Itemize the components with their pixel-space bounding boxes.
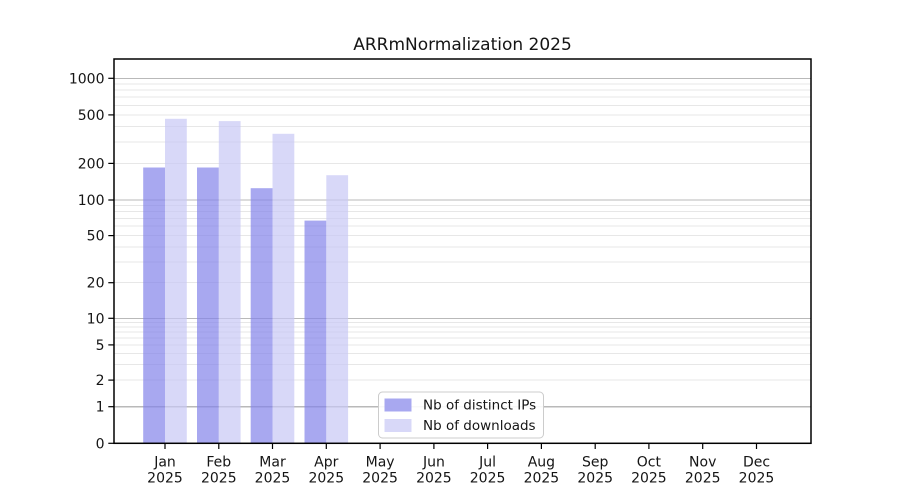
y-tick-label: 500 xyxy=(78,108,105,124)
x-tick-label-month: Dec xyxy=(743,455,770,471)
x-tick-label-month: Apr xyxy=(314,455,338,471)
bar-nb-of-distinct-ips-apr xyxy=(304,220,327,444)
x-tick-label-year: 2025 xyxy=(577,471,613,487)
y-tick-label: 5 xyxy=(96,338,105,354)
legend-label-0: Nb of distinct IPs xyxy=(423,398,536,414)
bar-nb-of-downloads-feb xyxy=(218,121,241,444)
x-tick-label-year: 2025 xyxy=(201,471,237,487)
x-tick-label-month: Aug xyxy=(528,455,555,471)
series-1 xyxy=(165,118,349,444)
plot-border xyxy=(113,58,812,445)
y-axis: 0 1 2 5 10 20 50 100 200 500 1000 xyxy=(69,71,114,452)
y-tick-label: 20 xyxy=(87,276,105,292)
x-tick-label-year: 2025 xyxy=(147,471,183,487)
y-tick-label: 1000 xyxy=(69,71,105,87)
legend-swatch-0 xyxy=(384,398,412,412)
y-tick-label: 200 xyxy=(78,156,105,172)
x-tick-label-year: 2025 xyxy=(685,471,721,487)
y-tick-label: 10 xyxy=(87,311,105,327)
y-tick-label: 100 xyxy=(78,193,105,209)
x-axis: Jan2025Feb2025Mar2025Apr2025May2025Jun20… xyxy=(147,443,775,487)
legend-swatch-1 xyxy=(384,419,412,432)
legend-label-1: Nb of downloads xyxy=(423,418,536,434)
y-tick-label: 0 xyxy=(96,436,105,452)
bar-nb-of-distinct-ips-jan xyxy=(143,167,165,444)
x-tick-label-month: Sep xyxy=(582,455,609,471)
legend-box xyxy=(378,391,544,439)
x-tick-label-year: 2025 xyxy=(739,471,775,487)
x-tick-label-month: Oct xyxy=(637,455,662,471)
x-tick-label-year: 2025 xyxy=(255,471,291,487)
y-tick-label: 2 xyxy=(96,373,105,389)
series-0 xyxy=(143,167,327,444)
x-tick-label-year: 2025 xyxy=(416,471,452,487)
x-tick-label-month: May xyxy=(366,455,395,471)
x-tick-label-month: Nov xyxy=(689,455,716,471)
x-tick-label-month: Jun xyxy=(422,455,445,471)
legend: Nb of distinct IPs Nb of downloads xyxy=(378,391,544,439)
x-tick-label-year: 2025 xyxy=(631,471,667,487)
bar-nb-of-downloads-mar xyxy=(272,133,295,444)
x-tick-label-month: Mar xyxy=(259,455,286,471)
x-tick-label-year: 2025 xyxy=(362,471,398,487)
y-tick-label: 50 xyxy=(87,229,105,245)
bar-nb-of-downloads-apr xyxy=(326,175,349,444)
x-tick-label-year: 2025 xyxy=(470,471,506,487)
bar-nb-of-downloads-jan xyxy=(165,118,187,444)
x-tick-label-year: 2025 xyxy=(524,471,560,487)
y-tick-label: 1 xyxy=(96,400,105,416)
bar-nb-of-distinct-ips-feb xyxy=(197,167,219,444)
x-tick-label-month: Feb xyxy=(206,455,231,471)
x-tick-label-month: Jul xyxy=(478,455,496,471)
x-tick-label-year: 2025 xyxy=(308,471,344,487)
chart-title: ARRmNormalization 2025 xyxy=(353,35,572,55)
x-tick-label-month: Jan xyxy=(153,455,176,471)
bar-nb-of-distinct-ips-mar xyxy=(250,188,273,444)
